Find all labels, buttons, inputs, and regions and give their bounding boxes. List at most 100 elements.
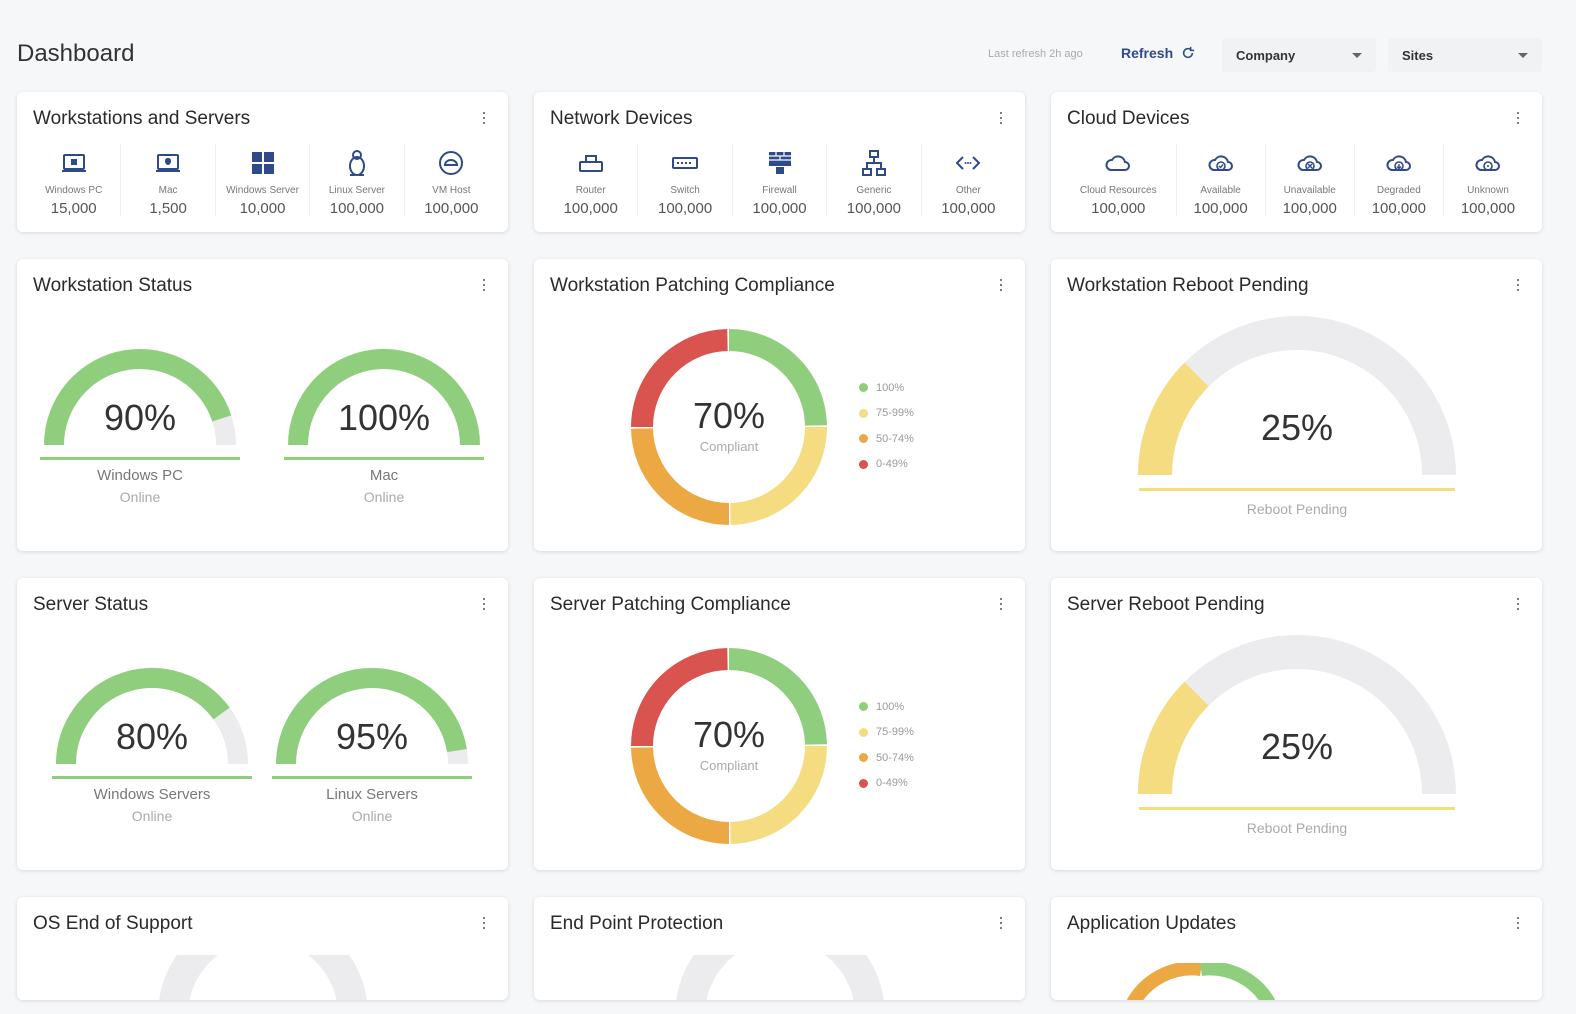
device-count: 100,000 xyxy=(563,200,618,217)
donut-percent: 70% xyxy=(692,395,766,436)
device-unavailable[interactable]: Unavailable 100,000 xyxy=(1266,144,1355,217)
router-icon xyxy=(578,155,603,172)
reboot-gauge: 25% Reboot Pending xyxy=(1137,315,1457,525)
gauge-percent: 80% xyxy=(115,716,189,757)
company-dropdown[interactable]: Company xyxy=(1222,38,1376,72)
more-options-icon[interactable] xyxy=(482,917,486,931)
device-count: 100,000 xyxy=(1091,200,1146,217)
more-options-icon[interactable] xyxy=(1516,112,1520,126)
donut-segment xyxy=(631,746,730,844)
device-label: Other xyxy=(955,185,981,196)
gauge-fill xyxy=(56,668,230,765)
compliance-donut xyxy=(631,329,827,525)
device-label: Degraded xyxy=(1376,185,1421,196)
device-count: 100,000 xyxy=(1282,200,1337,217)
gauge-label: Windows PC xyxy=(97,467,183,484)
gauge-label: Mac xyxy=(369,467,399,484)
card-title: End Point Protection xyxy=(550,913,724,934)
device-windows-pc[interactable]: Windows PC 15,000 xyxy=(27,144,122,217)
legend-dot xyxy=(859,383,868,393)
more-options-icon[interactable] xyxy=(482,112,486,126)
device-label: Firewall xyxy=(762,185,797,196)
device-list: Cloud Resources 100,000 Available 100,00… xyxy=(1061,144,1532,217)
more-options-icon[interactable] xyxy=(999,112,1003,126)
reboot-gauge: 25% Reboot Pending xyxy=(1137,634,1457,844)
mac-icon xyxy=(156,154,181,172)
device-generic[interactable]: Generic 100,000 xyxy=(827,144,922,217)
device-label: Mac xyxy=(158,185,178,196)
application-updates-card: Application Updates xyxy=(1051,897,1542,1000)
more-options-icon[interactable] xyxy=(999,917,1003,931)
card-title: Workstation Patching Compliance xyxy=(550,275,835,296)
sites-dropdown[interactable]: Sites xyxy=(1388,38,1542,72)
donut-sublabel: Compliant xyxy=(699,439,759,454)
device-cloud-resources[interactable]: Cloud Resources 100,000 xyxy=(1061,144,1177,217)
gauge-baseline xyxy=(40,457,240,460)
firewall-icon xyxy=(768,152,791,174)
device-unknown[interactable]: Unknown 100,000 xyxy=(1444,144,1532,217)
gauge-label: Windows Servers xyxy=(93,786,211,803)
legend-item: 100% xyxy=(859,694,914,720)
device-count: 100,000 xyxy=(752,200,807,217)
refresh-label: Refresh xyxy=(1121,45,1174,61)
gauge-arc xyxy=(1138,316,1456,476)
gauge-track xyxy=(1138,316,1456,476)
device-count: 10,000 xyxy=(239,200,286,217)
device-label: Linux Server xyxy=(328,185,385,196)
legend-item: 75-99% xyxy=(859,720,914,746)
more-options-icon[interactable] xyxy=(482,598,486,612)
card-title: Server Status xyxy=(33,594,149,615)
gauge-sublabel: Online xyxy=(363,489,405,505)
legend-item: 50-74% xyxy=(859,426,914,452)
refresh-button[interactable]: Refresh xyxy=(1121,45,1195,61)
legend-label: 50-74% xyxy=(876,432,914,445)
device-switch[interactable]: Switch 100,000 xyxy=(638,144,733,217)
more-options-icon[interactable] xyxy=(1516,279,1520,293)
donut-segment xyxy=(728,648,827,746)
more-options-icon[interactable] xyxy=(482,279,486,293)
company-dropdown-label: Company xyxy=(1236,47,1296,63)
device-count: 100,000 xyxy=(424,200,479,217)
device-firewall[interactable]: Firewall 100,000 xyxy=(733,144,828,217)
gauge-arc xyxy=(288,349,480,446)
workstation-status-card: Workstation Status 90% Windows PC Online… xyxy=(17,259,508,551)
device-count: 100,000 xyxy=(941,200,996,217)
device-label: Cloud Resources xyxy=(1079,185,1157,196)
legend-dot xyxy=(859,459,868,469)
device-other[interactable]: Other 100,000 xyxy=(922,144,1015,217)
more-options-icon[interactable] xyxy=(1516,598,1520,612)
donut-segment xyxy=(729,745,827,844)
gauge-sublabel: Online xyxy=(131,808,173,824)
gauge-baseline xyxy=(1139,488,1455,491)
more-options-icon[interactable] xyxy=(1516,917,1520,931)
gauge-fill xyxy=(276,668,467,765)
top-bar: Dashboard Last refresh 2h ago Refresh Co… xyxy=(0,0,1576,90)
device-mac[interactable]: Mac 1,500 xyxy=(121,144,216,217)
card-title: Application Updates xyxy=(1067,913,1236,934)
legend-item: 50-74% xyxy=(859,745,914,771)
device-windows-server[interactable]: Windows Server 10,000 xyxy=(216,144,311,217)
card-title: Server Reboot Pending xyxy=(1067,594,1265,615)
donut-segment xyxy=(631,648,729,747)
device-count: 100,000 xyxy=(1371,200,1426,217)
legend-item: 0-49% xyxy=(859,452,914,478)
gauge-percent: 25% xyxy=(1260,407,1334,448)
donut-segment xyxy=(729,426,827,525)
more-options-icon[interactable] xyxy=(999,598,1003,612)
card-title: Workstations and Servers xyxy=(33,108,251,129)
cloud-devices-card: Cloud Devices Cloud Resources 100,000 Av… xyxy=(1051,92,1542,232)
device-degraded[interactable]: Degraded 100,000 xyxy=(1355,144,1444,217)
server-status-card: Server Status 80% Windows Servers Online… xyxy=(17,578,508,870)
more-options-icon[interactable] xyxy=(999,279,1003,293)
card-title: Workstation Reboot Pending xyxy=(1067,275,1309,296)
device-available[interactable]: Available 100,000 xyxy=(1177,144,1266,217)
gauge-arc xyxy=(1138,635,1456,795)
windows-pc-gauge: 90% Windows PC Online xyxy=(40,339,240,509)
device-router[interactable]: Router 100,000 xyxy=(544,144,639,217)
legend-dot xyxy=(859,434,868,444)
device-linux-server[interactable]: Linux Server 100,000 xyxy=(310,144,405,217)
donut-segment xyxy=(631,329,729,428)
device-vm-host[interactable]: VM Host 100,000 xyxy=(405,144,498,217)
gauge-fill xyxy=(1138,681,1209,795)
windows-servers-gauge: 80% Windows Servers Online xyxy=(52,658,252,828)
